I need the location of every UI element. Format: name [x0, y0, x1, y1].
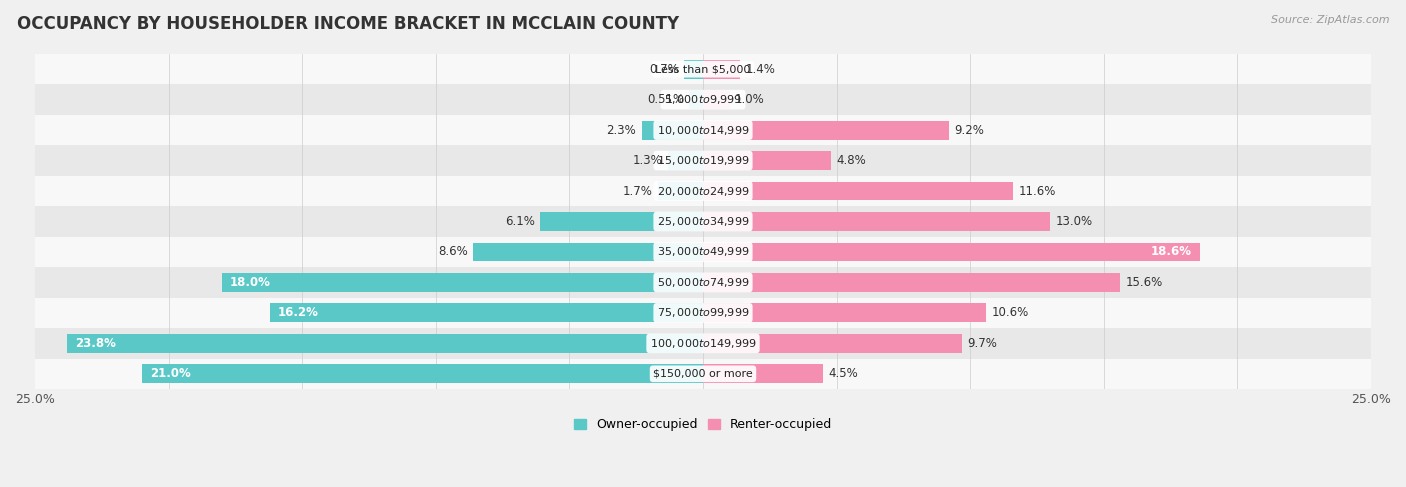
Text: $75,000 to $99,999: $75,000 to $99,999: [657, 306, 749, 319]
Text: 15.6%: 15.6%: [1125, 276, 1163, 289]
Text: 9.7%: 9.7%: [967, 337, 997, 350]
Bar: [35, 328, 1371, 358]
Bar: [703, 243, 1201, 262]
Text: 18.6%: 18.6%: [1152, 245, 1192, 259]
Text: 1.4%: 1.4%: [745, 63, 776, 75]
Bar: [540, 212, 703, 231]
Text: 0.51%: 0.51%: [647, 93, 685, 106]
Bar: [35, 54, 1371, 84]
Text: $100,000 to $149,999: $100,000 to $149,999: [650, 337, 756, 350]
Text: $25,000 to $34,999: $25,000 to $34,999: [657, 215, 749, 228]
Bar: [67, 334, 703, 353]
Bar: [703, 90, 730, 109]
Bar: [270, 303, 703, 322]
Bar: [658, 182, 703, 201]
Bar: [142, 364, 703, 383]
Text: $10,000 to $14,999: $10,000 to $14,999: [657, 124, 749, 137]
Legend: Owner-occupied, Renter-occupied: Owner-occupied, Renter-occupied: [568, 413, 838, 436]
Bar: [685, 60, 703, 78]
Text: 11.6%: 11.6%: [1018, 185, 1056, 198]
Text: 0.7%: 0.7%: [650, 63, 679, 75]
Text: 21.0%: 21.0%: [150, 367, 191, 380]
Text: 13.0%: 13.0%: [1056, 215, 1092, 228]
Text: OCCUPANCY BY HOUSEHOLDER INCOME BRACKET IN MCCLAIN COUNTY: OCCUPANCY BY HOUSEHOLDER INCOME BRACKET …: [17, 15, 679, 33]
Text: 4.5%: 4.5%: [828, 367, 858, 380]
Bar: [703, 273, 1119, 292]
Bar: [641, 121, 703, 140]
Bar: [35, 115, 1371, 145]
Text: $20,000 to $24,999: $20,000 to $24,999: [657, 185, 749, 198]
Bar: [703, 303, 986, 322]
Text: 8.6%: 8.6%: [439, 245, 468, 259]
Bar: [35, 176, 1371, 206]
Bar: [35, 298, 1371, 328]
Text: $35,000 to $49,999: $35,000 to $49,999: [657, 245, 749, 259]
Bar: [222, 273, 703, 292]
Bar: [668, 151, 703, 170]
Bar: [35, 206, 1371, 237]
Text: 9.2%: 9.2%: [955, 124, 984, 137]
Bar: [474, 243, 703, 262]
Bar: [35, 145, 1371, 176]
Bar: [703, 182, 1012, 201]
Bar: [703, 334, 962, 353]
Bar: [703, 60, 741, 78]
Text: $5,000 to $9,999: $5,000 to $9,999: [664, 93, 742, 106]
Text: 10.6%: 10.6%: [991, 306, 1029, 319]
Bar: [689, 90, 703, 109]
Bar: [703, 121, 949, 140]
Text: 18.0%: 18.0%: [231, 276, 271, 289]
Text: $15,000 to $19,999: $15,000 to $19,999: [657, 154, 749, 167]
Text: $50,000 to $74,999: $50,000 to $74,999: [657, 276, 749, 289]
Text: 1.0%: 1.0%: [735, 93, 765, 106]
Text: 1.7%: 1.7%: [623, 185, 652, 198]
Text: 23.8%: 23.8%: [75, 337, 115, 350]
Text: Source: ZipAtlas.com: Source: ZipAtlas.com: [1271, 15, 1389, 25]
Text: 16.2%: 16.2%: [278, 306, 319, 319]
Text: 2.3%: 2.3%: [606, 124, 636, 137]
Bar: [703, 151, 831, 170]
Bar: [703, 212, 1050, 231]
Text: 6.1%: 6.1%: [505, 215, 534, 228]
Bar: [35, 358, 1371, 389]
Text: 1.3%: 1.3%: [633, 154, 662, 167]
Bar: [35, 237, 1371, 267]
Text: 4.8%: 4.8%: [837, 154, 866, 167]
Bar: [703, 364, 824, 383]
Text: $150,000 or more: $150,000 or more: [654, 369, 752, 379]
Bar: [35, 267, 1371, 298]
Bar: [35, 84, 1371, 115]
Text: Less than $5,000: Less than $5,000: [655, 64, 751, 74]
